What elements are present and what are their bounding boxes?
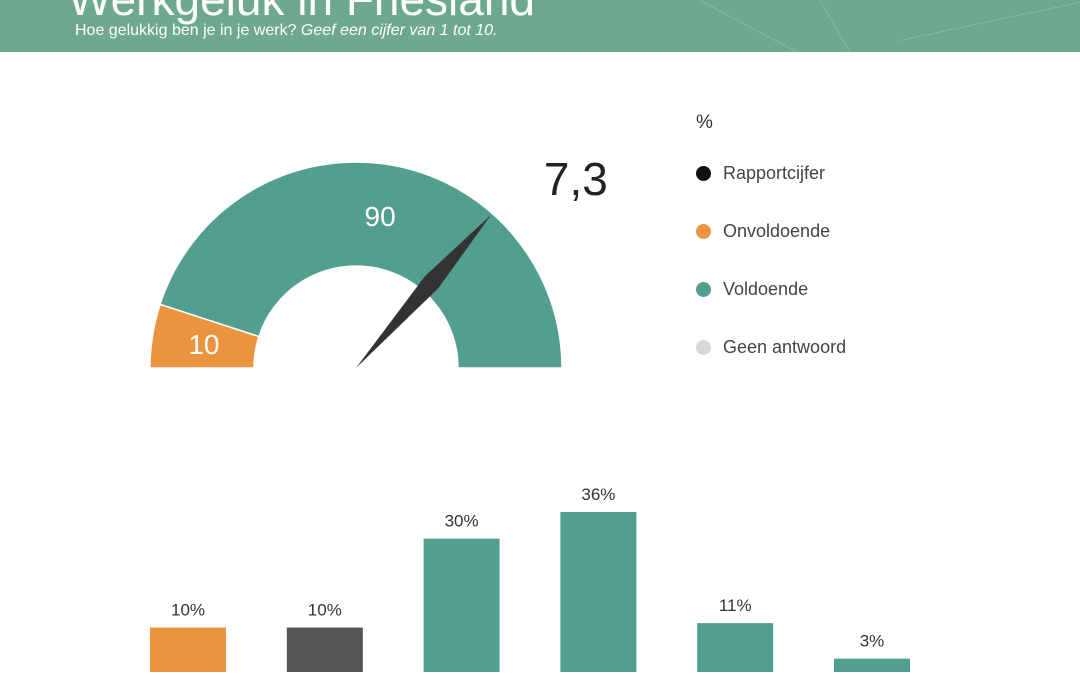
legend-item-voldoende: Voldoende <box>696 274 846 304</box>
bar <box>286 627 363 672</box>
legend-dot-rapportcijfer <box>696 165 711 181</box>
bar <box>697 623 774 672</box>
subtitle-question: Hoe gelukkig ben je in je werk? <box>75 22 297 39</box>
bar-data-label: 36% <box>581 485 615 504</box>
legend-label: Rapportcijfer <box>723 162 826 183</box>
gauge-slice-voldoende <box>159 161 563 369</box>
subtitle-instruction: Geef een cijfer van 1 tot 10. <box>300 22 498 39</box>
bar <box>150 627 226 672</box>
bar <box>423 538 500 672</box>
gauge-slice-label: 10 <box>188 329 219 360</box>
legend-dot-voldoende <box>696 281 711 297</box>
page-subtitle: Hoe gelukkig ben je in je werk? Geef een… <box>75 22 497 40</box>
legend-item-geen-antwoord: Geen antwoord <box>696 332 846 362</box>
gauge-slice-label: 90 <box>365 201 396 232</box>
bar <box>834 658 910 672</box>
legend-dot-onvoldoende <box>696 223 711 239</box>
rapportcijfer-value: 7,3 <box>544 153 608 205</box>
bar-data-label: 10% <box>308 601 342 620</box>
page-title: Werkgeluk in Friesland <box>68 0 535 26</box>
legend-label: Voldoende <box>723 278 809 299</box>
bar <box>560 512 637 672</box>
header-banner: Werkgeluk in Friesland Hoe gelukkig ben … <box>0 0 1080 52</box>
bar-data-label: 11% <box>719 596 752 615</box>
legend-label: Geen antwoord <box>723 336 847 357</box>
bar-data-label: 10% <box>171 601 205 620</box>
bar-data-label: 30% <box>445 512 479 531</box>
gauge-needle <box>356 214 491 368</box>
legend-dot-geen-antwoord <box>696 339 711 355</box>
legend-item-onvoldoende: Onvoldoende <box>696 216 846 246</box>
legend-item-rapportcijfer: Rapportcijfer <box>696 158 846 188</box>
gauge-legend: % Rapportcijfer Onvoldoende Voldoende Ge… <box>696 112 846 390</box>
bar-data-label: 3% <box>860 632 885 651</box>
legend-unit: % <box>696 112 713 133</box>
legend-label: Onvoldoende <box>723 220 831 241</box>
